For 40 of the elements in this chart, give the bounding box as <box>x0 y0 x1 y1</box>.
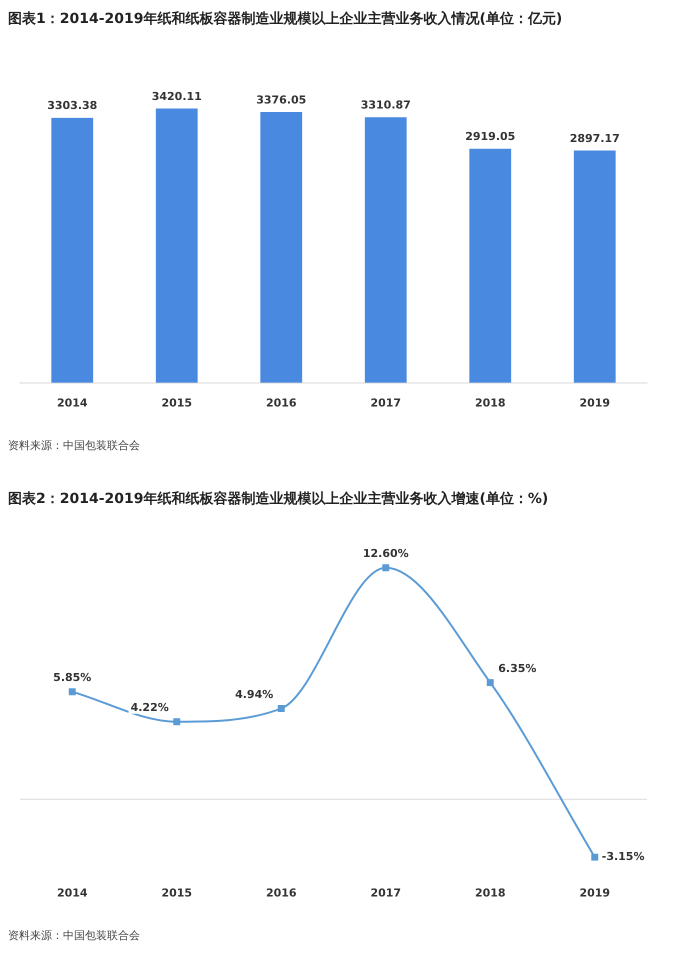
chart-title: 图表1：2014-2019年纸和纸板容器制造业规模以上企业主营业务收入情况(单位：亿元) <box>7 10 564 29</box>
bar <box>156 108 198 383</box>
data-label: 3420.11 <box>152 90 202 103</box>
x-tick-label: 2016 <box>266 396 297 410</box>
x-tick-label: 2017 <box>370 886 402 900</box>
text: 资料来源：中国包装联合会 <box>7 928 141 943</box>
x-tick-label: 2018 <box>474 886 506 900</box>
data-label: 5.85% <box>53 671 92 684</box>
data-label: 2897.17 <box>570 132 620 145</box>
text: 资料来源：中国包装联合会 <box>7 438 141 453</box>
data-label: 6.35% <box>498 662 536 675</box>
data-label: 2919.05 <box>465 130 516 144</box>
data-label: -3.15% <box>602 850 644 864</box>
data-label: 3303.38 <box>47 99 98 112</box>
x-tick-label: 2014 <box>56 886 88 900</box>
data-label: 12.60% <box>362 547 409 560</box>
point <box>173 718 180 726</box>
x-tick-label: 2017 <box>370 396 402 410</box>
bar <box>260 112 302 383</box>
x-tick-label: 2015 <box>161 396 192 410</box>
point <box>486 679 494 686</box>
x-tick-label: 2016 <box>266 886 297 900</box>
point <box>68 688 76 696</box>
x-tick-label: 2019 <box>579 886 610 900</box>
point <box>278 705 285 712</box>
data-label: 4.22% <box>130 701 169 714</box>
chart-title: 图表2：2014-2019年纸和纸板容器制造业规模以上企业主营业务收入增速(单位：%) <box>7 490 550 509</box>
bar <box>574 150 616 383</box>
bar <box>51 118 94 383</box>
point <box>591 854 598 861</box>
data-label: 3310.87 <box>360 98 411 112</box>
x-tick-label: 2019 <box>579 396 610 410</box>
data-label: 3376.05 <box>256 93 306 106</box>
data-label: 4.94% <box>235 688 274 701</box>
bar <box>364 117 407 383</box>
bar <box>469 148 512 383</box>
x-tick-label: 2018 <box>474 396 506 410</box>
point <box>382 564 390 572</box>
x-tick-label: 2015 <box>161 886 192 900</box>
x-tick-label: 2014 <box>56 396 88 410</box>
